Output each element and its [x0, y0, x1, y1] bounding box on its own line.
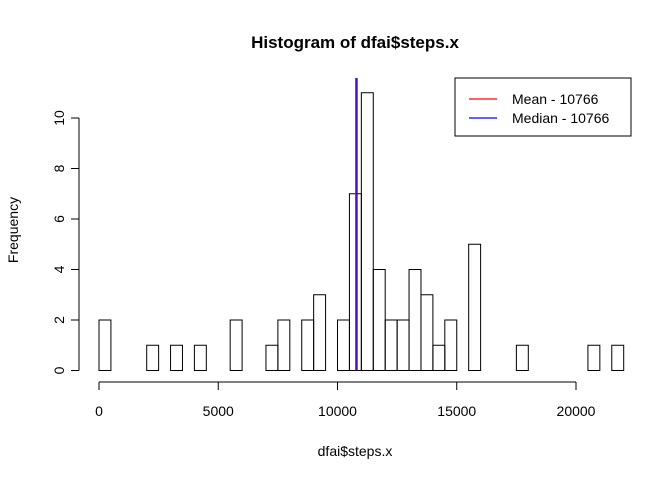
histogram-bar [193, 344, 207, 371]
histogram-bar [265, 344, 279, 371]
x-axis: 0 5000 10000 15000 20000 [95, 381, 596, 419]
histogram-bar [313, 294, 327, 371]
y-axis: 0 2 4 6 8 10 [51, 110, 80, 374]
x-tick-label: 10000 [318, 403, 357, 419]
histogram-bar [277, 319, 291, 371]
y-tick-label: 4 [51, 265, 67, 273]
histogram-bar [301, 319, 315, 371]
histogram-bar [432, 344, 446, 371]
histogram-bar [372, 269, 386, 371]
histogram-bar [146, 344, 160, 371]
legend: Mean - 10766 Median - 10766 [454, 77, 632, 137]
y-tick-label: 10 [51, 110, 67, 126]
legend-label: Median - 10766 [512, 110, 610, 126]
reference-lines [355, 78, 358, 371]
y-tick-label: 6 [51, 215, 67, 223]
histogram-bar [98, 319, 112, 371]
legend-label: Mean - 10766 [512, 91, 599, 107]
histogram-bar [396, 319, 410, 371]
x-tick-label: 15000 [437, 403, 476, 419]
histogram-bar [444, 319, 458, 371]
x-tick-label: 0 [95, 403, 103, 419]
y-tick-label: 2 [51, 316, 67, 324]
histogram-bar [420, 294, 434, 371]
legend-box [454, 77, 632, 137]
y-tick-label: 0 [51, 366, 67, 374]
histogram-bar [170, 344, 183, 371]
histogram-bar [408, 269, 422, 371]
histogram-bar [515, 344, 529, 371]
x-tick-label: 5000 [203, 403, 234, 419]
chart-title: Histogram of dfai$steps.x [251, 33, 459, 52]
histogram-bar [384, 319, 398, 371]
histogram-bar [229, 319, 243, 371]
y-tick-label: 8 [51, 164, 67, 172]
x-tick-label: 20000 [557, 403, 596, 419]
y-axis-label: Frequency [5, 197, 21, 263]
histogram-bar [337, 319, 350, 371]
histogram-bar [360, 92, 374, 371]
histogram-bar [611, 344, 625, 371]
x-axis-label: dfai$steps.x [318, 443, 393, 459]
histogram-bar [468, 243, 482, 371]
histogram-bar [587, 344, 601, 371]
histogram-bars [98, 92, 625, 371]
